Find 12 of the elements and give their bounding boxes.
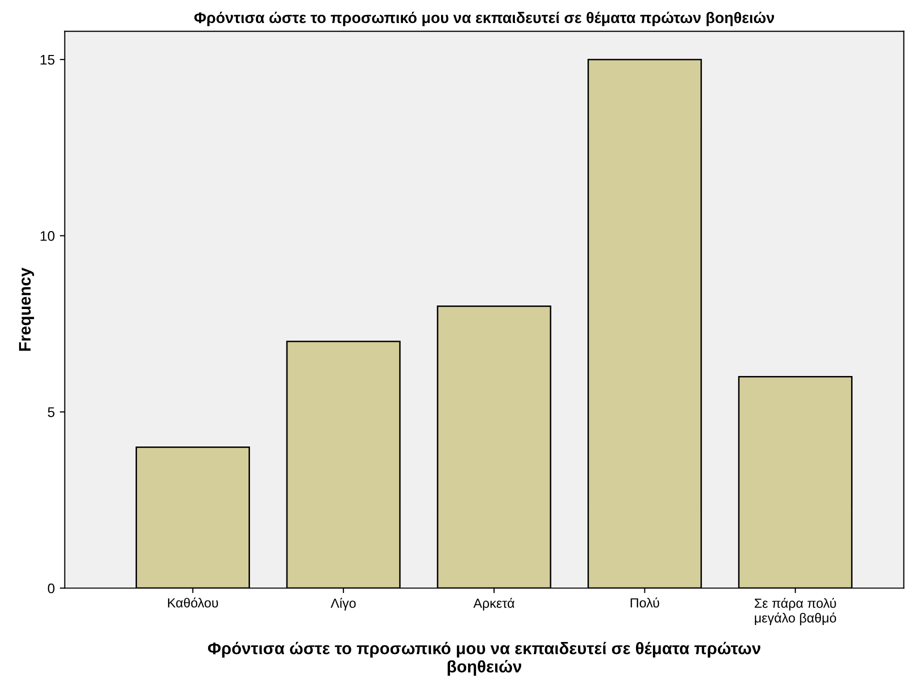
y-axis-title: Frequency bbox=[19, 268, 34, 351]
x-tick-label: Σε πάρα πολύ μεγάλο βαθμό bbox=[754, 598, 836, 626]
y-tick-label: 0 bbox=[48, 583, 54, 594]
y-tick-label: 15 bbox=[40, 54, 54, 65]
chart-title: Φρόντισα ώστε το προσωπικό μου να εκπαιδευτεί σε θέματα πρώτων βοηθειών bbox=[194, 12, 774, 26]
x-axis-title: Φρόντισα ώστε το προσωπικό μου να εκπαιδευτεί σε θέματα πρώτων βοηθειών bbox=[208, 642, 760, 676]
x-tick-label: Λίγο bbox=[330, 598, 356, 611]
y-tick-label: 10 bbox=[40, 231, 54, 241]
x-tick-label: Καθόλου bbox=[168, 597, 218, 608]
x-tick-label: Πολύ bbox=[630, 597, 660, 608]
x-tick-label: Αρκετά bbox=[473, 598, 514, 611]
y-tick-label: 5 bbox=[48, 407, 54, 418]
